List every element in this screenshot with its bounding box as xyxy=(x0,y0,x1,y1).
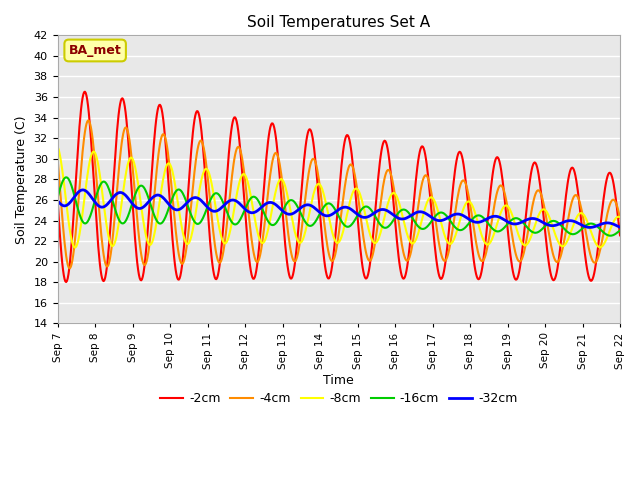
-4cm xyxy=(616,215,624,221)
-4cm xyxy=(54,155,61,160)
-2cm xyxy=(81,89,89,95)
-32cm xyxy=(616,225,624,230)
-2cm xyxy=(62,279,70,285)
-16cm xyxy=(180,192,188,198)
-32cm xyxy=(64,202,72,207)
-2cm xyxy=(409,212,417,217)
X-axis label: Time: Time xyxy=(323,374,354,387)
Y-axis label: Soil Temperature (C): Soil Temperature (C) xyxy=(15,115,28,244)
-16cm xyxy=(607,233,614,239)
-16cm xyxy=(54,195,61,201)
-16cm xyxy=(424,223,432,228)
-8cm xyxy=(122,168,130,174)
-16cm xyxy=(209,192,217,198)
-16cm xyxy=(408,215,416,220)
-32cm xyxy=(122,193,130,199)
-2cm xyxy=(616,232,624,238)
Line: -16cm: -16cm xyxy=(58,177,620,236)
-8cm xyxy=(408,240,416,246)
-32cm xyxy=(424,212,432,218)
-8cm xyxy=(616,215,624,220)
-8cm xyxy=(64,212,72,217)
-32cm xyxy=(408,212,416,218)
-16cm xyxy=(65,176,72,182)
-16cm xyxy=(62,174,70,180)
-4cm xyxy=(180,257,188,263)
-8cm xyxy=(209,189,217,195)
Line: -8cm: -8cm xyxy=(58,146,620,248)
-4cm xyxy=(409,240,417,246)
-4cm xyxy=(84,118,92,123)
-4cm xyxy=(210,235,218,241)
Line: -32cm: -32cm xyxy=(58,190,620,228)
-32cm xyxy=(79,187,86,193)
-8cm xyxy=(180,233,188,239)
-32cm xyxy=(180,204,188,209)
-2cm xyxy=(54,195,61,201)
-8cm xyxy=(424,197,432,203)
Text: BA_met: BA_met xyxy=(68,44,122,57)
-8cm xyxy=(71,245,79,251)
-2cm xyxy=(65,271,72,277)
-4cm xyxy=(64,262,72,267)
-8cm xyxy=(54,144,61,149)
-32cm xyxy=(586,225,594,230)
-16cm xyxy=(122,217,130,223)
-4cm xyxy=(425,179,433,185)
-32cm xyxy=(209,208,217,214)
-4cm xyxy=(65,265,73,271)
-16cm xyxy=(616,228,624,233)
-4cm xyxy=(124,126,131,132)
-2cm xyxy=(425,183,433,189)
-2cm xyxy=(124,125,131,131)
-2cm xyxy=(180,240,188,246)
Title: Soil Temperatures Set A: Soil Temperatures Set A xyxy=(247,15,430,30)
-2cm xyxy=(210,272,218,277)
Line: -2cm: -2cm xyxy=(58,92,620,282)
-32cm xyxy=(54,198,61,204)
Legend: -2cm, -4cm, -8cm, -16cm, -32cm: -2cm, -4cm, -8cm, -16cm, -32cm xyxy=(156,387,522,410)
Line: -4cm: -4cm xyxy=(58,120,620,268)
